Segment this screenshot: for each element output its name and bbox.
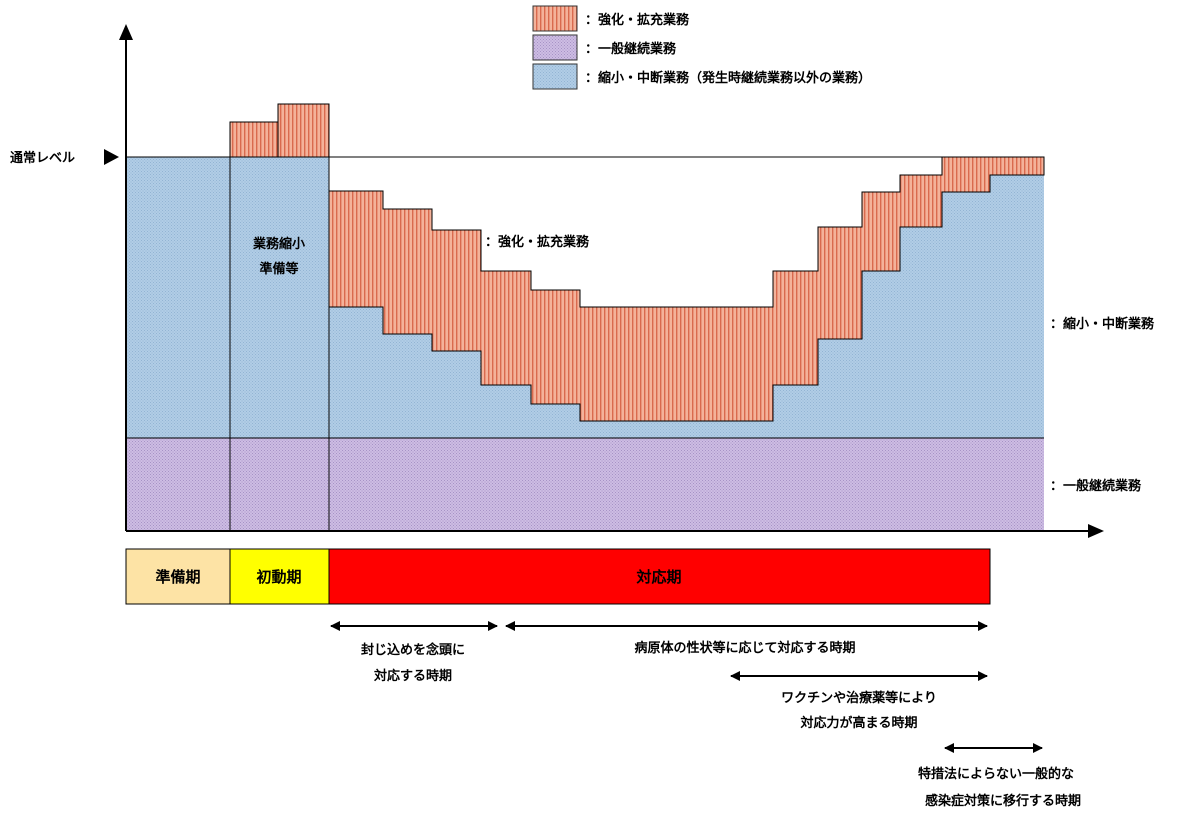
prep-region-label-line2: 準備等 <box>259 261 298 277</box>
vaccine-period-label-line1: ワクチンや治療薬等により <box>781 690 937 706</box>
initial-enhanced-area <box>229 103 330 158</box>
phase-response-label: 対応期 <box>635 568 681 586</box>
phase-bar: 準備期 初動期 対応期 <box>125 548 991 605</box>
legend-label-reduced: ：縮小・中断業務（発生時継続業務以外の業務） <box>585 70 871 86</box>
reduced-work-area <box>126 157 1044 438</box>
vaccine-period-label-line2: 対応力が高まる時期 <box>799 715 917 731</box>
enhanced-region-label: ：強化・拡充業務 <box>485 234 590 250</box>
general-region-label: ：一般継続業務 <box>1050 478 1142 494</box>
enhanced-work-area <box>328 156 1045 422</box>
phase-initial-label: 初動期 <box>256 568 301 586</box>
phase-prep-label: 準備期 <box>155 568 200 586</box>
containment-period-label-line1: 封じ込めを念頭に <box>361 642 465 658</box>
legend-label-enhanced: ：強化・拡充業務 <box>585 12 690 28</box>
phase-response-box <box>328 548 991 605</box>
legend-swatch-enhanced <box>532 5 578 32</box>
general-measures-period-label-line2: 感染症対策に移行する時期 <box>925 793 1081 809</box>
normal-level-label: 通常レベル <box>10 150 75 166</box>
general-work-band <box>126 438 1044 531</box>
x-axis-arrow <box>1088 524 1104 538</box>
general-measures-period-label-line1: 特措法によらない一般的な <box>918 766 1074 782</box>
containment-period-label-line2: 対応する時期 <box>373 668 452 684</box>
phase-initial-box <box>229 548 330 605</box>
prep-region-label-line1: 業務縮小 <box>252 236 305 252</box>
reduced-region-label: ：縮小・中断業務 <box>1050 316 1155 332</box>
pathogen-period-label: 病原体の性状等に応じて対応する時期 <box>634 640 855 656</box>
legend-swatch-reduced <box>532 63 578 90</box>
y-axis-arrow <box>119 24 133 40</box>
legend-swatch-general <box>532 34 578 61</box>
legend-label-general: ：一般継続業務 <box>585 41 677 57</box>
legend: ：強化・拡充業務 ：一般継続業務 ：縮小・中断業務（発生時継続業務以外の業務） <box>532 5 871 90</box>
normal-level-pointer-icon <box>104 149 119 165</box>
